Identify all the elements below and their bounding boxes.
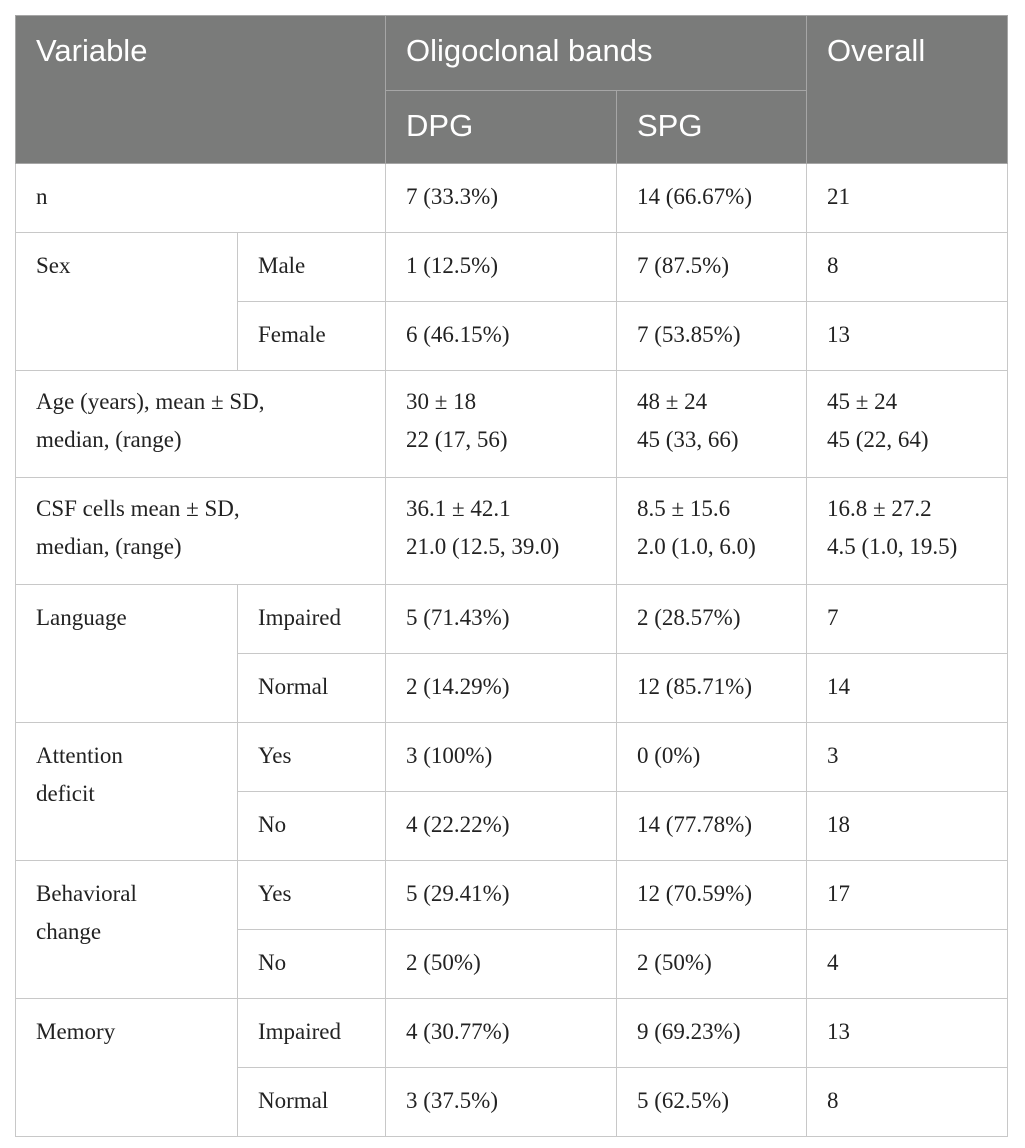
label-line: Behavioral xyxy=(36,881,137,906)
cell-dpg: 3 (37.5%) xyxy=(385,1067,617,1137)
sublabel-no: No xyxy=(237,929,386,999)
sublabel-normal: Normal xyxy=(237,653,386,723)
row-label-csf: CSF cells mean ± SD, median, (range) xyxy=(15,477,386,585)
value-line: 21.0 (12.5, 39.0) xyxy=(406,534,560,559)
table-row: Normal 3 (37.5%) 5 (62.5%) 8 xyxy=(16,1067,1009,1137)
sublabel-impaired: Impaired xyxy=(237,584,386,654)
value-line: 4.5 (1.0, 19.5) xyxy=(827,534,958,559)
cell-overall: 13 xyxy=(806,301,1009,371)
label-line: deficit xyxy=(36,781,95,806)
value-line: 45 (33, 66) xyxy=(637,427,739,452)
cell-overall: 8 xyxy=(806,1067,1009,1137)
sublabel-male: Male xyxy=(237,232,386,302)
sublabel-yes: Yes xyxy=(237,860,386,930)
cell-spg: 7 (87.5%) xyxy=(615,232,808,302)
cell-spg: 8.5 ± 15.6 2.0 (1.0, 6.0) xyxy=(615,477,808,585)
value-line: 36.1 ± 42.1 xyxy=(406,496,511,521)
cell-dpg: 2 (14.29%) xyxy=(385,653,617,723)
header-row: Variable Oligoclonal bands Overall xyxy=(15,15,1009,164)
cell-spg: 2 (28.57%) xyxy=(615,584,808,654)
header-dpg: DPG xyxy=(385,90,617,164)
cell-spg: 12 (70.59%) xyxy=(615,860,808,930)
cell-spg: 14 (66.67%) xyxy=(615,163,808,233)
demographics-table: Variable Oligoclonal bands Overall DPG S… xyxy=(15,15,1009,1137)
table-row: Age (years), mean ± SD, median, (range) … xyxy=(15,370,1009,478)
row-label-language: Language xyxy=(15,584,238,723)
table-row: No 2 (50%) 2 (50%) 4 xyxy=(16,929,1009,999)
cell-spg: 48 ± 24 45 (33, 66) xyxy=(615,370,808,478)
value-line: 48 ± 24 xyxy=(637,389,708,414)
sublabel-impaired: Impaired xyxy=(237,998,386,1068)
cell-overall: 17 xyxy=(806,860,1009,930)
cell-overall: 3 xyxy=(806,722,1009,792)
cell-spg: 14 (77.78%) xyxy=(615,791,808,861)
cell-overall: 14 xyxy=(806,653,1009,723)
cell-dpg: 30 ± 18 22 (17, 56) xyxy=(385,370,617,478)
value-line: 16.8 ± 27.2 xyxy=(827,496,932,521)
cell-overall: 21 xyxy=(806,163,1009,233)
cell-dpg: 2 (50%) xyxy=(385,929,617,999)
cell-dpg: 4 (30.77%) xyxy=(385,998,617,1068)
header-variable: Variable xyxy=(15,15,386,164)
row-label-attention-deficit: Attention deficit xyxy=(15,722,238,861)
table-row: n 7 (33.3%) 14 (66.67%) 21 xyxy=(15,163,1009,233)
cell-overall: 16.8 ± 27.2 4.5 (1.0, 19.5) xyxy=(806,477,1009,585)
row-label-age: Age (years), mean ± SD, median, (range) xyxy=(15,370,386,478)
header-overall: Overall xyxy=(806,15,1009,164)
cell-overall: 13 xyxy=(806,998,1009,1068)
subheader-row: DPG SPG xyxy=(16,90,1008,164)
cell-spg: 12 (85.71%) xyxy=(615,653,808,723)
cell-dpg: 36.1 ± 42.1 21.0 (12.5, 39.0) xyxy=(385,477,617,585)
header-oligoclonal-bands: Oligoclonal bands xyxy=(384,15,808,91)
cell-overall: 8 xyxy=(806,232,1009,302)
table-row: Female 6 (46.15%) 7 (53.85%) 13 xyxy=(16,301,1009,371)
sublabel-yes: Yes xyxy=(237,722,386,792)
row-label-memory: Memory xyxy=(15,998,238,1137)
sublabel-female: Female xyxy=(237,301,386,371)
label-line: median, (range) xyxy=(36,534,182,559)
table-row: Normal 2 (14.29%) 12 (85.71%) 14 xyxy=(16,653,1009,723)
cell-overall: 45 ± 24 45 (22, 64) xyxy=(806,370,1009,478)
cell-overall: 7 xyxy=(806,584,1009,654)
cell-dpg: 5 (71.43%) xyxy=(385,584,617,654)
value-line: 8.5 ± 15.6 xyxy=(637,496,731,521)
cell-spg: 2 (50%) xyxy=(615,929,808,999)
table-row: Behavioral change Yes 5 (29.41%) 12 (70.… xyxy=(15,860,1009,999)
cell-overall: 18 xyxy=(806,791,1009,861)
value-line: 22 (17, 56) xyxy=(406,427,508,452)
table-row: Attention deficit Yes 3 (100%) 0 (0%) 3 xyxy=(15,722,1009,861)
table-row: Sex Male 1 (12.5%) 7 (87.5%) 8 xyxy=(15,232,1009,371)
label-line: CSF cells mean ± SD, xyxy=(36,496,240,521)
value-line: 45 (22, 64) xyxy=(827,427,929,452)
label-line: change xyxy=(36,919,102,944)
row-label-sex: Sex xyxy=(15,232,238,371)
table-row: Language Impaired 5 (71.43%) 2 (28.57%) … xyxy=(15,584,1009,723)
cell-dpg: 6 (46.15%) xyxy=(385,301,617,371)
cell-dpg: 5 (29.41%) xyxy=(385,860,617,930)
cell-dpg: 1 (12.5%) xyxy=(385,232,617,302)
sublabel-no: No xyxy=(237,791,386,861)
label-line: Age (years), mean ± SD, xyxy=(36,389,265,414)
value-line: 30 ± 18 xyxy=(406,389,477,414)
cell-spg: 5 (62.5%) xyxy=(615,1067,808,1137)
cell-dpg: 4 (22.22%) xyxy=(385,791,617,861)
row-label-behavioral-change: Behavioral change xyxy=(15,860,238,999)
table-row: CSF cells mean ± SD, median, (range) 36.… xyxy=(15,477,1009,585)
cell-spg: 0 (0%) xyxy=(615,722,808,792)
cell-dpg: 3 (100%) xyxy=(385,722,617,792)
value-line: 45 ± 24 xyxy=(827,389,898,414)
value-line: 2.0 (1.0, 6.0) xyxy=(637,534,756,559)
table-row: No 4 (22.22%) 14 (77.78%) 18 xyxy=(16,791,1009,861)
cell-overall: 4 xyxy=(806,929,1009,999)
cell-spg: 9 (69.23%) xyxy=(615,998,808,1068)
row-label-n: n xyxy=(15,163,386,233)
cell-spg: 7 (53.85%) xyxy=(615,301,808,371)
sublabel-normal: Normal xyxy=(237,1067,386,1137)
header-spg: SPG xyxy=(615,90,808,164)
label-line: Attention xyxy=(36,743,123,768)
label-line: median, (range) xyxy=(36,427,182,452)
cell-dpg: 7 (33.3%) xyxy=(385,163,617,233)
table-row: Memory Impaired 4 (30.77%) 9 (69.23%) 13 xyxy=(15,998,1009,1137)
